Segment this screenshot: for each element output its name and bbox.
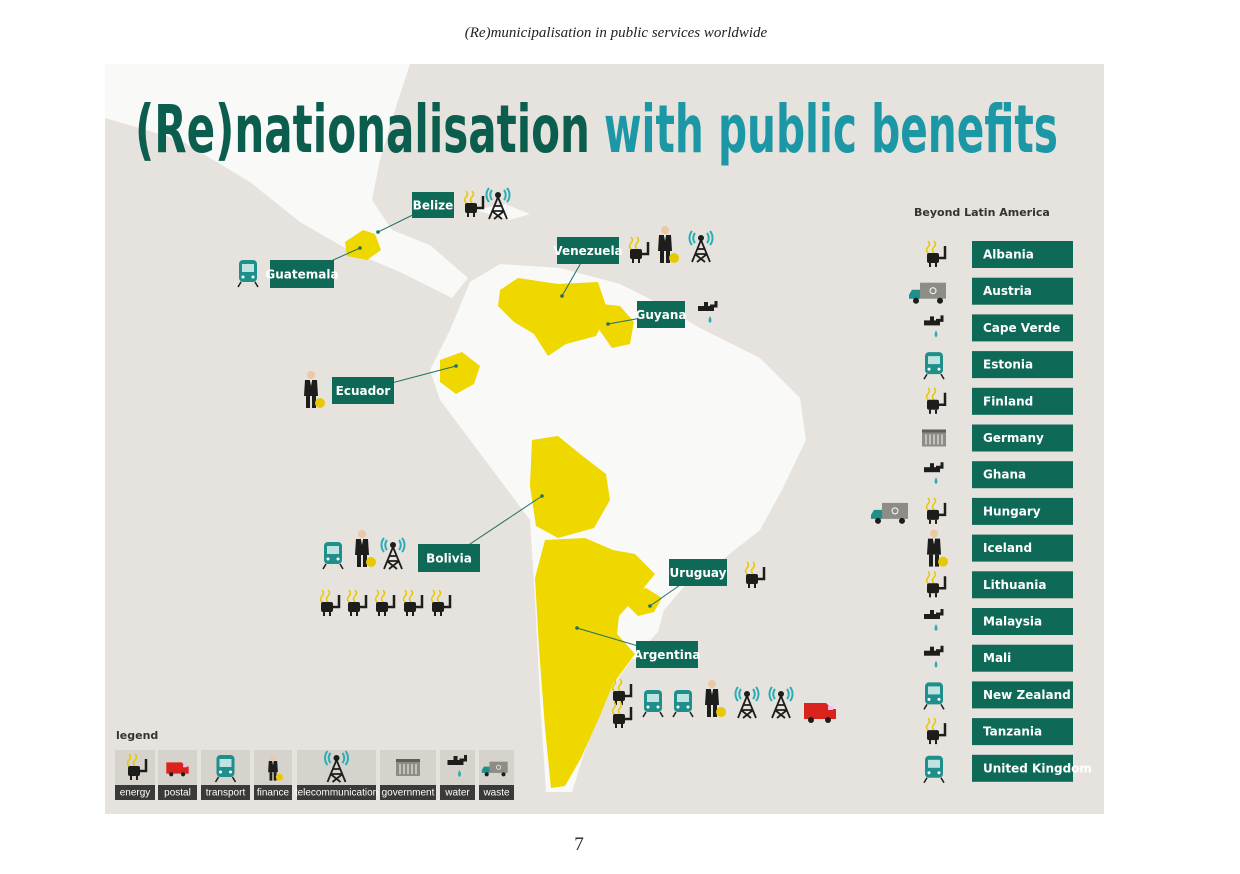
country-label-box	[418, 544, 480, 572]
country-label-box	[557, 237, 619, 264]
legend-label-strip	[440, 785, 475, 800]
country-list-label: Ghana	[983, 468, 1026, 482]
legend-label: waste	[482, 788, 510, 799]
country-guatemala-belize	[345, 230, 381, 260]
country-label-box	[270, 260, 334, 288]
country-list-label: Hungary	[983, 504, 1041, 518]
country-label-box	[637, 301, 685, 328]
connector-dot	[540, 494, 544, 498]
country-label: Ecuador	[336, 384, 391, 398]
country-list-label: Austria	[983, 284, 1032, 298]
country-list-label: Iceland	[983, 541, 1032, 555]
legend-label: government	[382, 788, 435, 799]
connector-dot	[454, 364, 458, 368]
country-list-box	[972, 241, 1073, 268]
legend-label: transport	[206, 788, 246, 799]
country-label: Guatemala	[265, 268, 338, 282]
icon-gov	[921, 428, 947, 448]
legend-label: finance	[257, 788, 290, 799]
country-list-label: Mali	[983, 651, 1011, 665]
country-list-label: Germany	[983, 431, 1044, 445]
country-list-box	[972, 644, 1073, 672]
country-label-box	[412, 192, 454, 218]
connector-dot	[560, 294, 564, 298]
country-list-box	[972, 387, 1073, 415]
page-number: 7	[574, 834, 584, 855]
icon-gov	[395, 758, 421, 777]
legend-label-strip	[254, 785, 292, 800]
legend-label-strip	[115, 785, 155, 800]
legend-label: water	[444, 788, 470, 799]
country-label: Argentina	[634, 648, 701, 662]
legend-label-strip	[479, 785, 514, 800]
connector-dot	[575, 626, 579, 630]
legend-label-strip	[201, 785, 250, 800]
country-label-box	[636, 641, 698, 668]
legend-label-strip	[380, 785, 436, 800]
legend-label: energy	[120, 788, 151, 799]
country-bolivia	[530, 436, 610, 538]
legend-label-strip	[158, 785, 197, 800]
country-label: Venezuela	[553, 244, 622, 258]
country-list-box	[972, 351, 1073, 379]
land-north	[105, 64, 468, 298]
country-list-label: New Zealand	[983, 688, 1071, 702]
country-list-label: Albania	[983, 248, 1034, 262]
country-list-label: Finland	[983, 394, 1033, 408]
connector-dot	[358, 246, 362, 250]
legend-label: telecommunication	[295, 788, 378, 799]
country-label: Uruguay	[670, 566, 727, 580]
land-south-america	[430, 264, 806, 792]
beyond-heading: Beyond Latin America	[914, 206, 1050, 219]
country-venezuela	[498, 278, 608, 356]
country-list-label: Malaysia	[983, 615, 1042, 629]
country-label-box	[332, 377, 394, 404]
highlighted-countries	[345, 230, 662, 788]
country-label-box	[669, 559, 727, 586]
country-list-box	[972, 424, 1073, 452]
country-list-box	[972, 461, 1073, 489]
country-list-label: United Kingdom	[983, 761, 1092, 775]
infographic: (Re)nationalisation with public benefits…	[105, 64, 1104, 814]
country-list-label: Cape Verde	[983, 321, 1060, 335]
country-list-box	[972, 314, 1073, 342]
connector-dot	[376, 230, 380, 234]
legend-label: postal	[164, 788, 191, 799]
country-guyana	[598, 304, 634, 348]
running-header: (Re)municipalisation in public services …	[465, 25, 768, 41]
country-list-box	[972, 608, 1073, 635]
country-argentina	[535, 538, 655, 788]
connector-dot	[648, 604, 652, 608]
country-label: Belize	[413, 199, 454, 213]
country-uruguay	[628, 588, 662, 616]
infographic-title-part2: with public benefits	[604, 91, 1058, 168]
country-list-box	[972, 681, 1073, 709]
country-list-box	[972, 754, 1073, 782]
country-list-label: Estonia	[983, 358, 1033, 372]
country-list-box	[972, 497, 1073, 525]
connector-dot	[606, 322, 610, 326]
legend-title: legend	[116, 729, 158, 742]
country-list-box	[972, 571, 1073, 599]
country-label: Bolivia	[426, 552, 472, 566]
country-label: Guyana	[636, 308, 687, 322]
country-list-box	[972, 277, 1073, 305]
country-list-box	[972, 534, 1073, 562]
country-list-box	[972, 718, 1073, 746]
infographic-title-part1: (Re)nationalisation	[135, 91, 590, 168]
legend-label-strip	[297, 785, 376, 800]
country-ecuador	[440, 352, 480, 394]
country-list-label: Tanzania	[983, 725, 1042, 739]
country-list-label: Lithuania	[983, 578, 1046, 592]
